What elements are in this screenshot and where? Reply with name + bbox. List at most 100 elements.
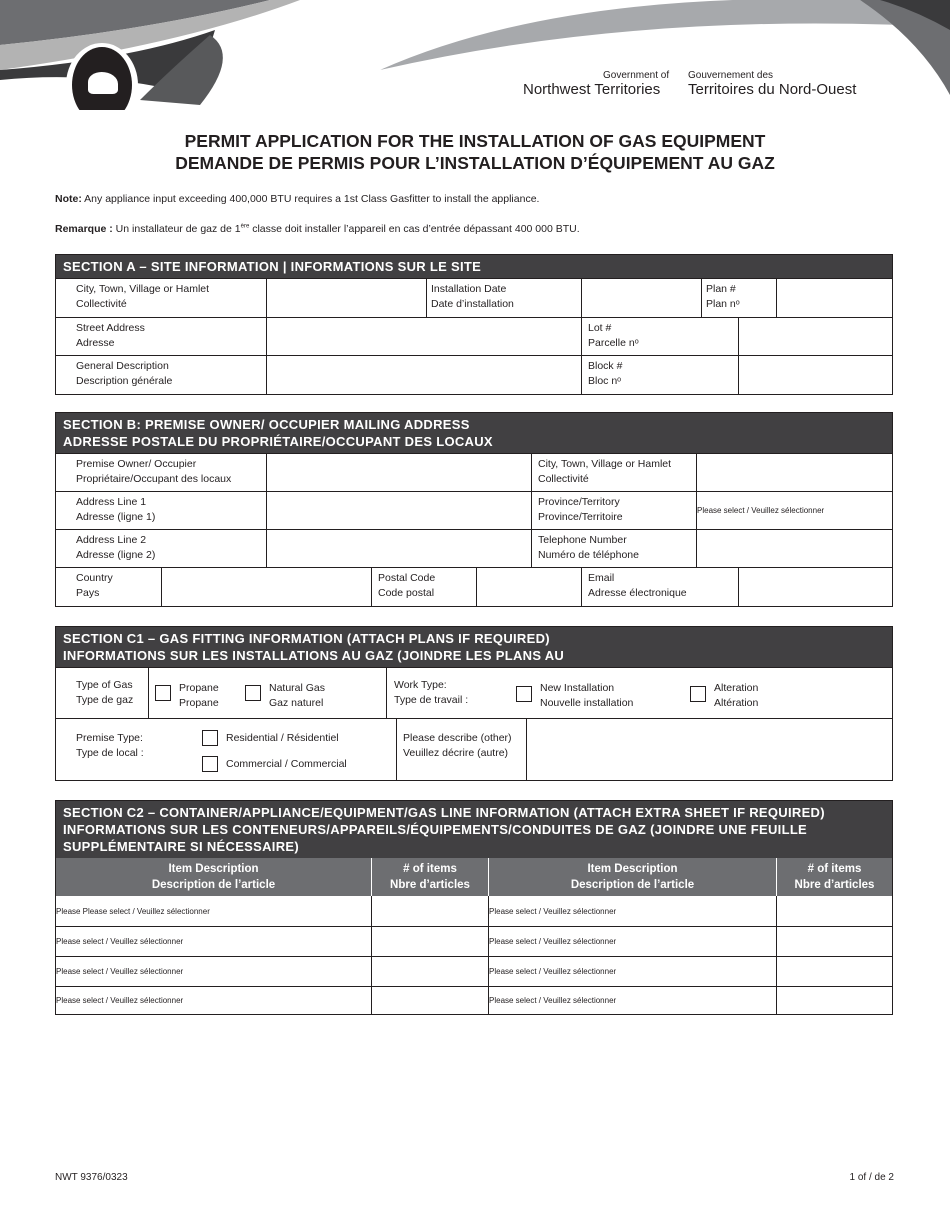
- section-b-title: SECTION B: PREMISE OWNER/ OCCUPIER MAILI…: [56, 413, 892, 453]
- country-input[interactable]: [161, 568, 371, 606]
- address-1-input[interactable]: [266, 492, 531, 529]
- owner-input[interactable]: [266, 454, 531, 491]
- label-lot: Lot # Parcelle nᵒ: [581, 318, 738, 355]
- table-row: Please select / Veuillez sélectionner Pl…: [56, 986, 892, 1014]
- label-postal: Postal Code Code postal: [371, 568, 476, 606]
- item-description-select-2[interactable]: Please select / Veuillez sélectionner: [488, 896, 776, 926]
- label-premise-type: Premise Type: Type de local :: [76, 732, 144, 759]
- remarque-sup: ère: [240, 223, 250, 230]
- gov-fr-small: Gouvernement des: [688, 70, 774, 81]
- num-items-input[interactable]: [371, 987, 488, 1014]
- lot-input[interactable]: [738, 318, 892, 355]
- alteration-label: Alteration Altération: [714, 682, 759, 709]
- describe-other-input[interactable]: [526, 719, 892, 780]
- email-input[interactable]: [738, 568, 892, 606]
- install-date-input[interactable]: [581, 279, 701, 317]
- address-2-input[interactable]: [266, 530, 531, 567]
- label-plan: Plan # Plan nᵒ: [701, 279, 776, 317]
- section-c2-title: SECTION C2 – CONTAINER/APPLIANCE/EQUIPME…: [56, 801, 892, 858]
- items-table-header: Item Description Description de l’article…: [56, 858, 892, 896]
- table-row: Please select / Veuillez sélectionner Pl…: [56, 956, 892, 986]
- remarque-text-2: classe doit installer l’appareil en cas …: [249, 223, 580, 235]
- section-a: SECTION A – SITE INFORMATION | INFORMATI…: [55, 254, 893, 395]
- num-items-input[interactable]: [371, 927, 488, 956]
- gas-type-options: Propane Propane Natural Gas Gaz naturel: [148, 668, 386, 718]
- page-title: PERMIT APPLICATION FOR THE INSTALLATION …: [0, 130, 950, 174]
- item-description-select[interactable]: Please Please select / Veuillez sélectio…: [56, 906, 210, 916]
- section-a-title: SECTION A – SITE INFORMATION | INFORMATI…: [56, 255, 892, 278]
- table-row: Please select / Veuillez sélectionner Pl…: [56, 926, 892, 956]
- note: Note: Any appliance input exceeding 400,…: [55, 193, 539, 205]
- col-num-items-2: # of items Nbre d’articles: [776, 858, 892, 896]
- label-owner-city: City, Town, Village or Hamlet Collectivit…: [531, 454, 696, 491]
- note-label: Note:: [55, 193, 82, 205]
- label-work-type: Work Type: Type de travail :: [394, 679, 469, 706]
- label-country: Country Pays: [76, 572, 113, 599]
- num-items-input[interactable]: [371, 896, 488, 926]
- remarque: Remarque : Un installateur de gaz de 1èr…: [55, 223, 580, 235]
- natural-gas-label: Natural Gas Gaz naturel: [269, 682, 326, 709]
- label-owner: Premise Owner/ Occupier Propriétaire/Occu…: [76, 458, 232, 485]
- note-text: Any appliance input exceeding 400,000 BT…: [81, 193, 540, 205]
- alteration-checkbox[interactable]: [690, 686, 706, 702]
- remarque-text: Un installateur de gaz de 1: [112, 223, 241, 235]
- section-c1-title: SECTION C1 – GAS FITTING INFORMATION (AT…: [56, 627, 892, 667]
- title-fr: DEMANDE DE PERMIS POUR L’INSTALLATION D’…: [175, 153, 775, 173]
- label-street: Street Address Adresse: [76, 322, 145, 349]
- street-input[interactable]: [266, 318, 581, 355]
- col-item-description: Item Description Description de l’article: [56, 858, 371, 896]
- num-items-input-2[interactable]: [776, 896, 892, 926]
- propane-checkbox[interactable]: [155, 685, 171, 701]
- section-c2: SECTION C2 – CONTAINER/APPLIANCE/EQUIPME…: [55, 800, 893, 1015]
- section-b: SECTION B: PREMISE OWNER/ OCCUPIER MAILI…: [55, 412, 893, 607]
- label-email: Email Adresse électronique: [581, 568, 738, 606]
- label-general: General Description Description générale: [76, 360, 173, 387]
- title-en: PERMIT APPLICATION FOR THE INSTALLATION …: [184, 131, 766, 151]
- item-description-select[interactable]: Please select / Veuillez sélectionner: [56, 937, 184, 946]
- form-number: NWT 9376/0323: [55, 1172, 128, 1183]
- postal-input[interactable]: [476, 568, 581, 606]
- label-block: Block # Bloc nᵒ: [581, 356, 738, 394]
- label-address-2: Address Line 2 Adresse (ligne 2): [76, 534, 156, 561]
- item-description-select-2[interactable]: Please select / Veuillez sélectionner: [488, 927, 776, 956]
- num-items-input-2[interactable]: [776, 957, 892, 986]
- residential-checkbox[interactable]: [202, 730, 218, 746]
- plan-input[interactable]: [776, 279, 892, 317]
- polar-bear-logo: [88, 72, 118, 94]
- phone-input[interactable]: [696, 530, 892, 567]
- label-city: City, Town, Village or Hamlet Collectivit…: [76, 283, 210, 310]
- label-province: Province/Territory Province/Territoire: [531, 492, 696, 529]
- new-installation-checkbox[interactable]: [516, 686, 532, 702]
- label-describe-other: Please describe (other) Veuillez décrire …: [396, 719, 526, 780]
- owner-city-input[interactable]: [696, 454, 892, 491]
- item-description-select-2[interactable]: Please select / Veuillez sélectionner: [488, 957, 776, 986]
- table-row: Please Please select / Veuillez sélectio…: [56, 896, 892, 926]
- natural-gas-checkbox[interactable]: [245, 685, 261, 701]
- num-items-input-2[interactable]: [776, 987, 892, 1014]
- block-input[interactable]: [738, 356, 892, 394]
- residential-label: Residential / Résidentiel: [226, 731, 339, 744]
- num-items-input[interactable]: [371, 957, 488, 986]
- province-select[interactable]: Please select / Veuillez sélectionner: [696, 492, 892, 529]
- premise-options: Residential / Résidentiel Commercial / C…: [202, 727, 347, 780]
- premise-type-group: Premise Type: Type de local : Residential…: [56, 719, 396, 780]
- city-input[interactable]: [266, 279, 426, 317]
- col-num-items: # of items Nbre d’articles: [371, 858, 488, 896]
- gov-en-name: Northwest Territories: [523, 81, 661, 98]
- page-number: 1 of / de 2: [849, 1172, 894, 1183]
- section-c1: SECTION C1 – GAS FITTING INFORMATION (AT…: [55, 626, 893, 781]
- header-banner-graphic: [0, 0, 950, 110]
- commercial-checkbox[interactable]: [202, 756, 218, 772]
- label-address-1: Address Line 1 Adresse (ligne 1): [76, 496, 156, 523]
- remarque-label: Remarque :: [55, 223, 113, 235]
- label-phone: Telephone Number Numéro de téléphone: [531, 530, 696, 567]
- gov-fr-name: Territoires du Nord-Ouest: [688, 81, 857, 98]
- propane-label: Propane Propane: [179, 682, 219, 709]
- general-description-input[interactable]: [266, 356, 581, 394]
- item-description-select-2[interactable]: Please select / Veuillez sélectionner: [488, 987, 776, 1014]
- item-description-select[interactable]: Please select / Veuillez sélectionner: [56, 996, 184, 1005]
- new-installation-label: New Installation Nouvelle installation: [540, 682, 634, 709]
- label-install-date: Installation Date Date d’installation: [426, 279, 581, 317]
- item-description-select[interactable]: Please select / Veuillez sélectionner: [56, 967, 184, 976]
- num-items-input-2[interactable]: [776, 927, 892, 956]
